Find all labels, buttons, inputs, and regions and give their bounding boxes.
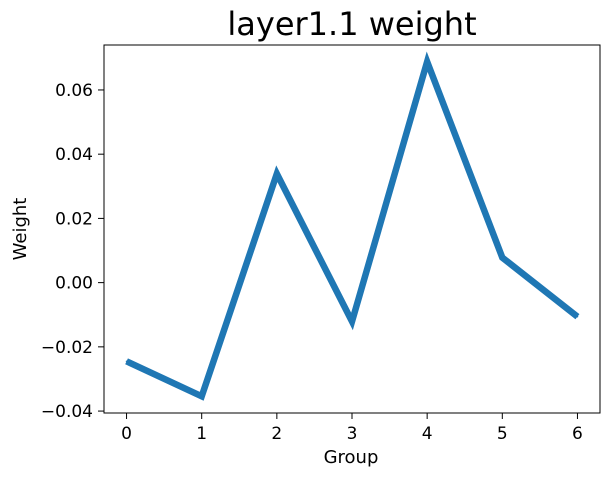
y-tick-label: 0.04	[55, 145, 93, 165]
y-axis-label: Weight	[10, 198, 31, 261]
data-point-0-6	[576, 315, 579, 318]
data-point-0-4	[426, 60, 428, 63]
x-tick-label: 4	[422, 424, 433, 444]
x-tick-label: 6	[572, 424, 583, 444]
x-tick-label: 5	[497, 424, 508, 444]
x-tick-label: 3	[347, 424, 358, 444]
chart-title: layer1.1 weight	[227, 5, 476, 43]
y-tick-label: −0.02	[41, 338, 93, 358]
plot-area: 0 1 2 3 4 5 6 −0.04 −0.02 0.00 0.02 0.04 0.06	[41, 44, 601, 444]
y-tick-label: −0.04	[41, 402, 93, 422]
data-point-0-1	[200, 395, 203, 398]
data-point-0-0	[125, 360, 128, 363]
data-point-0-3	[351, 320, 353, 323]
plot-frame	[103, 44, 601, 414]
x-tick-label: 1	[196, 424, 207, 444]
series-line-0	[125, 51, 580, 401]
data-point-0-2	[276, 172, 278, 175]
x-tick-label: 0	[121, 424, 132, 444]
x-tick-label: 2	[271, 424, 282, 444]
y-tick-label: 0.00	[55, 274, 93, 294]
y-tick-label: 0.02	[55, 209, 93, 229]
data-point-0-5	[501, 256, 504, 259]
y-tick-label: 0.06	[55, 81, 93, 101]
x-axis-label: Group	[324, 447, 379, 468]
